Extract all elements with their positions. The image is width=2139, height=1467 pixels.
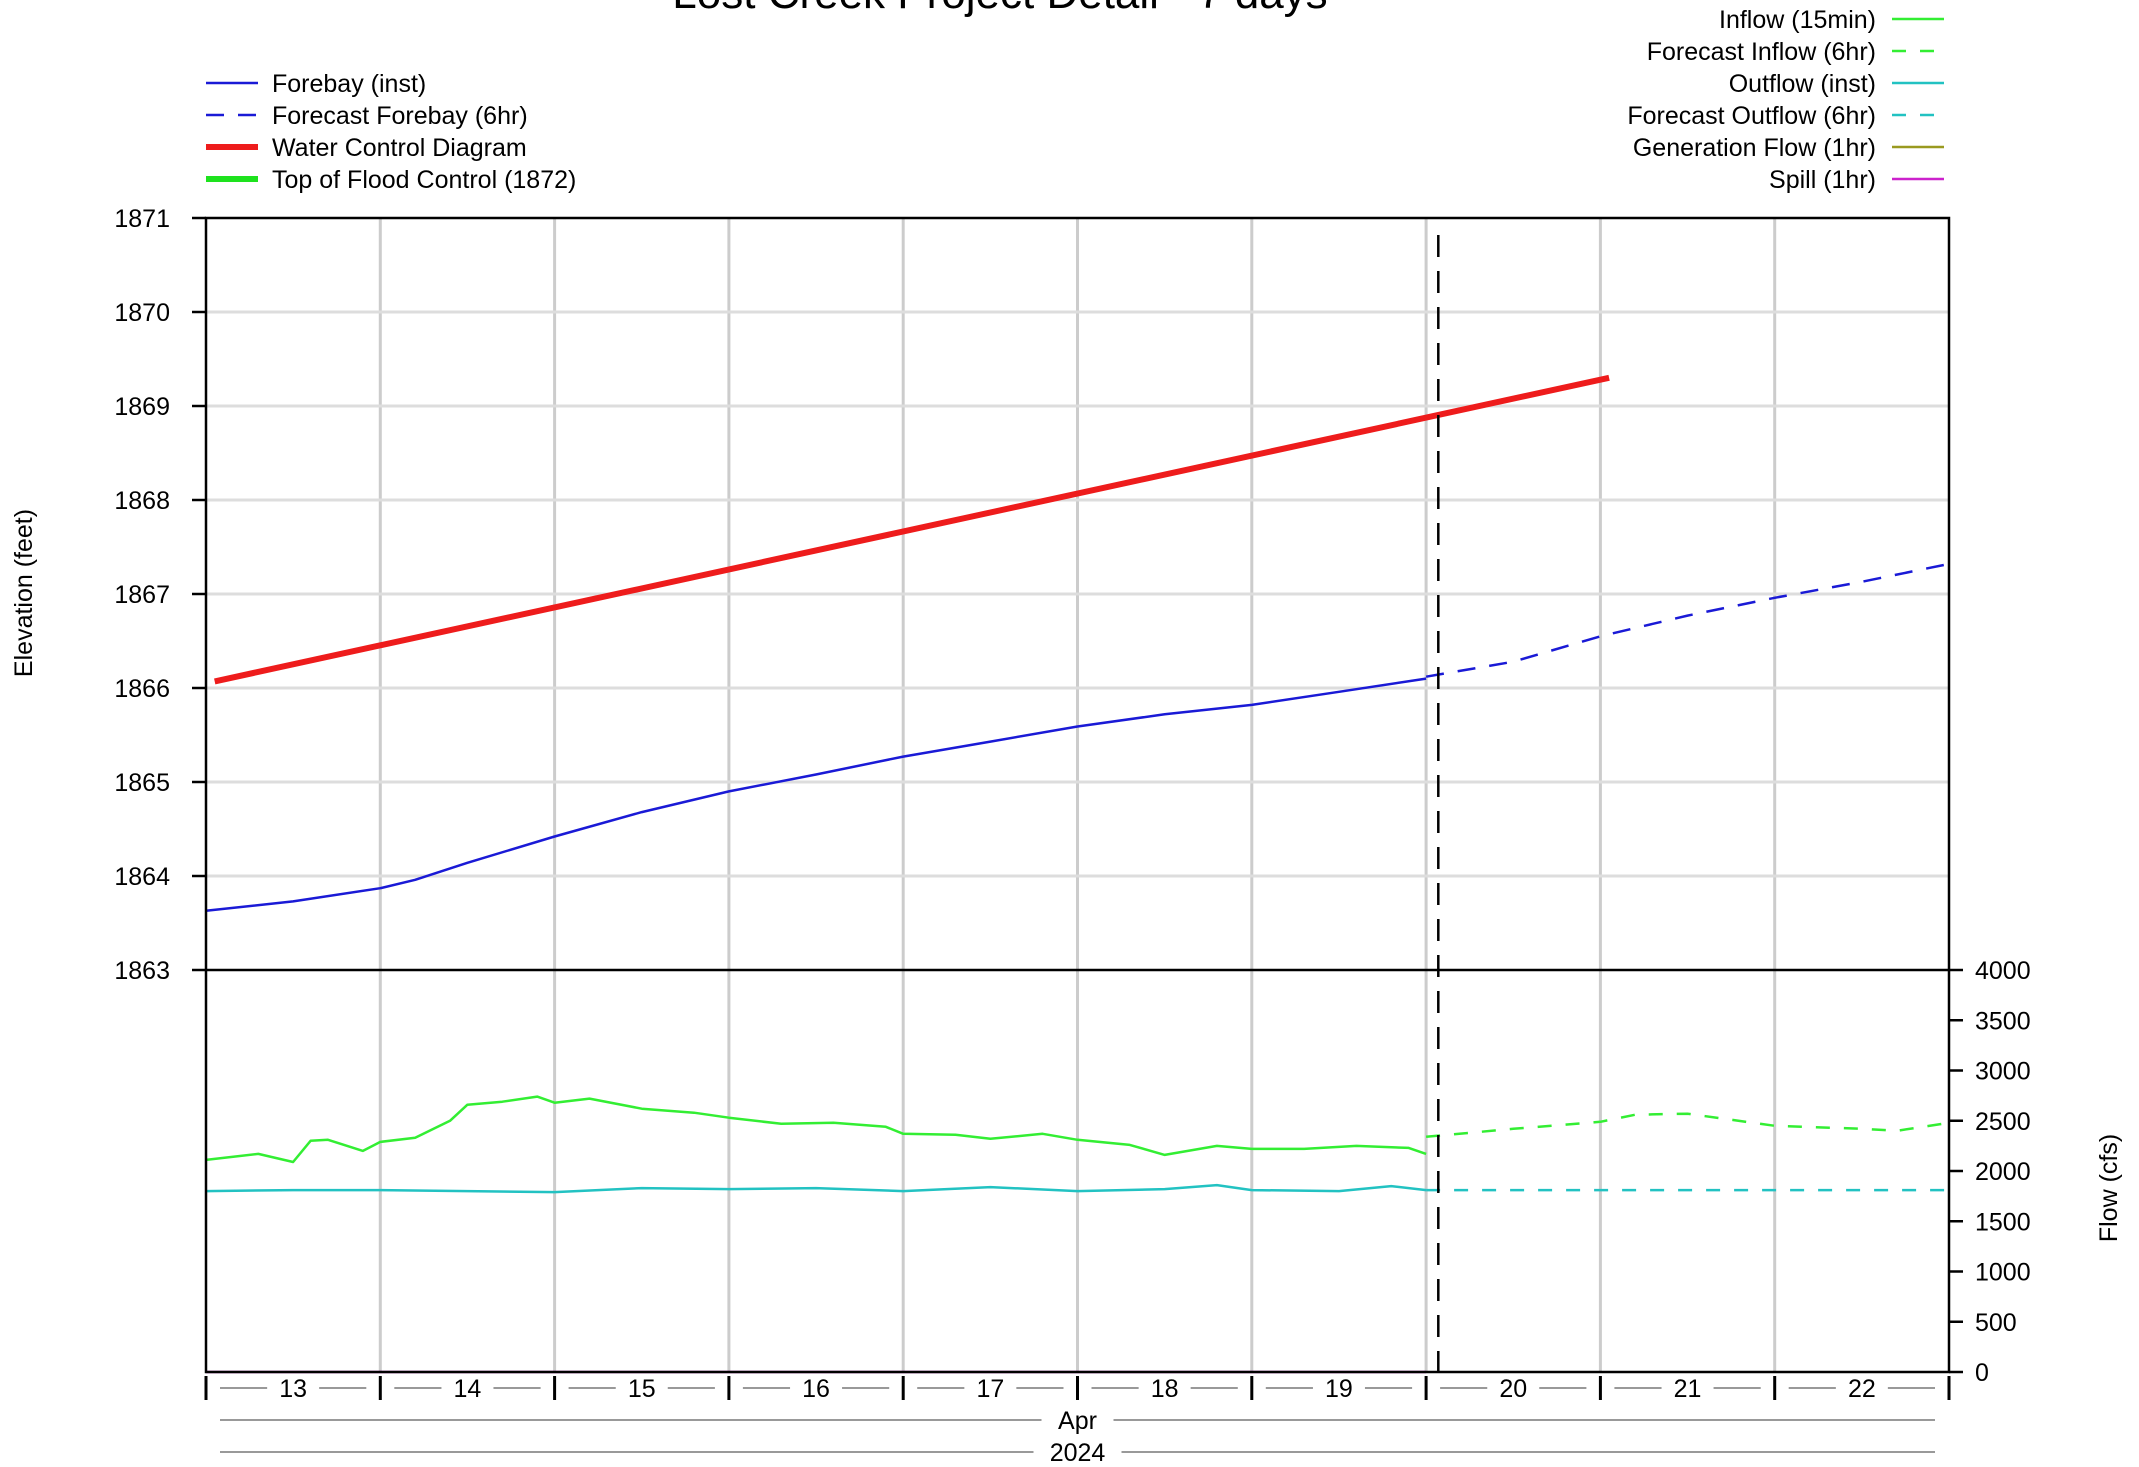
- flow-tick-label: 3000: [1975, 1058, 2031, 1086]
- day-label: 14: [454, 1375, 482, 1403]
- elevation-tick-label: 1867: [114, 581, 170, 609]
- legend-item-inflow: Inflow (15min): [1719, 6, 1944, 34]
- legend-item-forecast-inflow: Forecast Inflow (6hr): [1647, 38, 1944, 66]
- legend-label-spill: Spill (1hr): [1769, 166, 1876, 194]
- legend-label-forecast-outflow: Forecast Outflow (6hr): [1627, 102, 1876, 130]
- flow-tick-label: 4000: [1975, 957, 2031, 985]
- elevation-tick-label: 1863: [114, 957, 170, 985]
- series-inflow-15min: [205, 1095, 1427, 1164]
- legend-label-forecast-forebay: Forecast Forebay (6hr): [272, 102, 528, 130]
- flow-tick-label: 1500: [1975, 1208, 2031, 1236]
- legend-label-top-of-flood-control: Top of Flood Control (1872): [272, 166, 576, 194]
- legend-item-forecast-forebay: Forecast Forebay (6hr): [206, 102, 528, 130]
- elevation-tick-label: 1869: [114, 393, 170, 421]
- legend-label-generation-flow: Generation Flow (1hr): [1633, 134, 1876, 162]
- legend-item-forebay: Forebay (inst): [206, 70, 426, 98]
- legend-item-outflow: Outflow (inst): [1729, 70, 1944, 98]
- elevation-tick-label: 1870: [114, 299, 170, 327]
- series-forebay-inst: [205, 677, 1427, 913]
- legend-item-top-of-flood-control: Top of Flood Control (1872): [206, 166, 576, 194]
- legend-left: Forebay (inst) Forecast Forebay (6hr) Wa…: [206, 70, 576, 194]
- elevation-axis-title: Elevation (feet): [10, 509, 38, 677]
- elevation-tick-label: 1868: [114, 487, 170, 515]
- flow-tick-label: 1000: [1975, 1259, 2031, 1287]
- legend-label-inflow: Inflow (15min): [1719, 6, 1876, 34]
- flow-tick-label: 3500: [1975, 1007, 2031, 1035]
- legend-item-generation-flow: Generation Flow (1hr): [1633, 134, 1944, 162]
- flow-tick-label: 500: [1975, 1309, 2017, 1337]
- elevation-tick-label: 1864: [114, 863, 170, 891]
- legend-item-spill: Spill (1hr): [1769, 166, 1944, 194]
- day-label: 21: [1674, 1375, 1702, 1403]
- legend-right: Inflow (15min) Forecast Inflow (6hr) Out…: [1627, 6, 1944, 194]
- flow-axis-title: Flow (cfs): [2095, 1134, 2123, 1242]
- legend-label-water-control-diagram: Water Control Diagram: [272, 134, 527, 162]
- legend-label-forecast-inflow: Forecast Inflow (6hr): [1647, 38, 1876, 66]
- day-label: 20: [1499, 1375, 1527, 1403]
- grid-layer: [206, 218, 1949, 1372]
- series-forecast-forebay-6hr: [1425, 562, 1950, 678]
- month-label: Apr: [1058, 1407, 1097, 1435]
- x-axis: 13 14 15 16 17 18 19 20 21 22 Apr 2024: [204, 1375, 1951, 1467]
- day-label: 22: [1848, 1375, 1876, 1403]
- chart-title: Lost Creek Project Detail - 7 days: [672, 0, 1327, 18]
- flow-tick-label: 2000: [1975, 1158, 2031, 1186]
- day-label: 17: [976, 1375, 1004, 1403]
- flow-tick-label: 2500: [1975, 1108, 2031, 1136]
- legend-item-forecast-outflow: Forecast Outflow (6hr): [1627, 102, 1944, 130]
- day-label: 18: [1151, 1375, 1179, 1403]
- day-label: 13: [279, 1375, 307, 1403]
- elevation-tick-label: 1865: [114, 769, 170, 797]
- flow-y-ticks: 0 500 1000 1500 2000 2500 3000 3500 4000: [1949, 957, 2031, 1387]
- elevation-tick-label: 1871: [114, 205, 170, 233]
- series-forecast-inflow-6hr: [1425, 1112, 1950, 1139]
- elevation-tick-label: 1866: [114, 675, 170, 703]
- legend-label-forebay: Forebay (inst): [272, 70, 426, 98]
- year-label: 2024: [1050, 1439, 1106, 1467]
- legend-label-outflow: Outflow (inst): [1729, 70, 1876, 98]
- series-outflow-inst: [205, 1183, 1427, 1194]
- legend-item-water-control-diagram: Water Control Diagram: [206, 134, 527, 162]
- day-label: 19: [1325, 1375, 1353, 1403]
- day-label: 16: [802, 1375, 830, 1403]
- day-label: 15: [628, 1375, 656, 1403]
- elevation-y-ticks: 1863 1864 1865 1866 1867 1868 1869 1870 1871: [114, 205, 206, 985]
- flow-tick-label: 0: [1975, 1359, 1989, 1387]
- series-water-control-diagram: [214, 374, 1610, 685]
